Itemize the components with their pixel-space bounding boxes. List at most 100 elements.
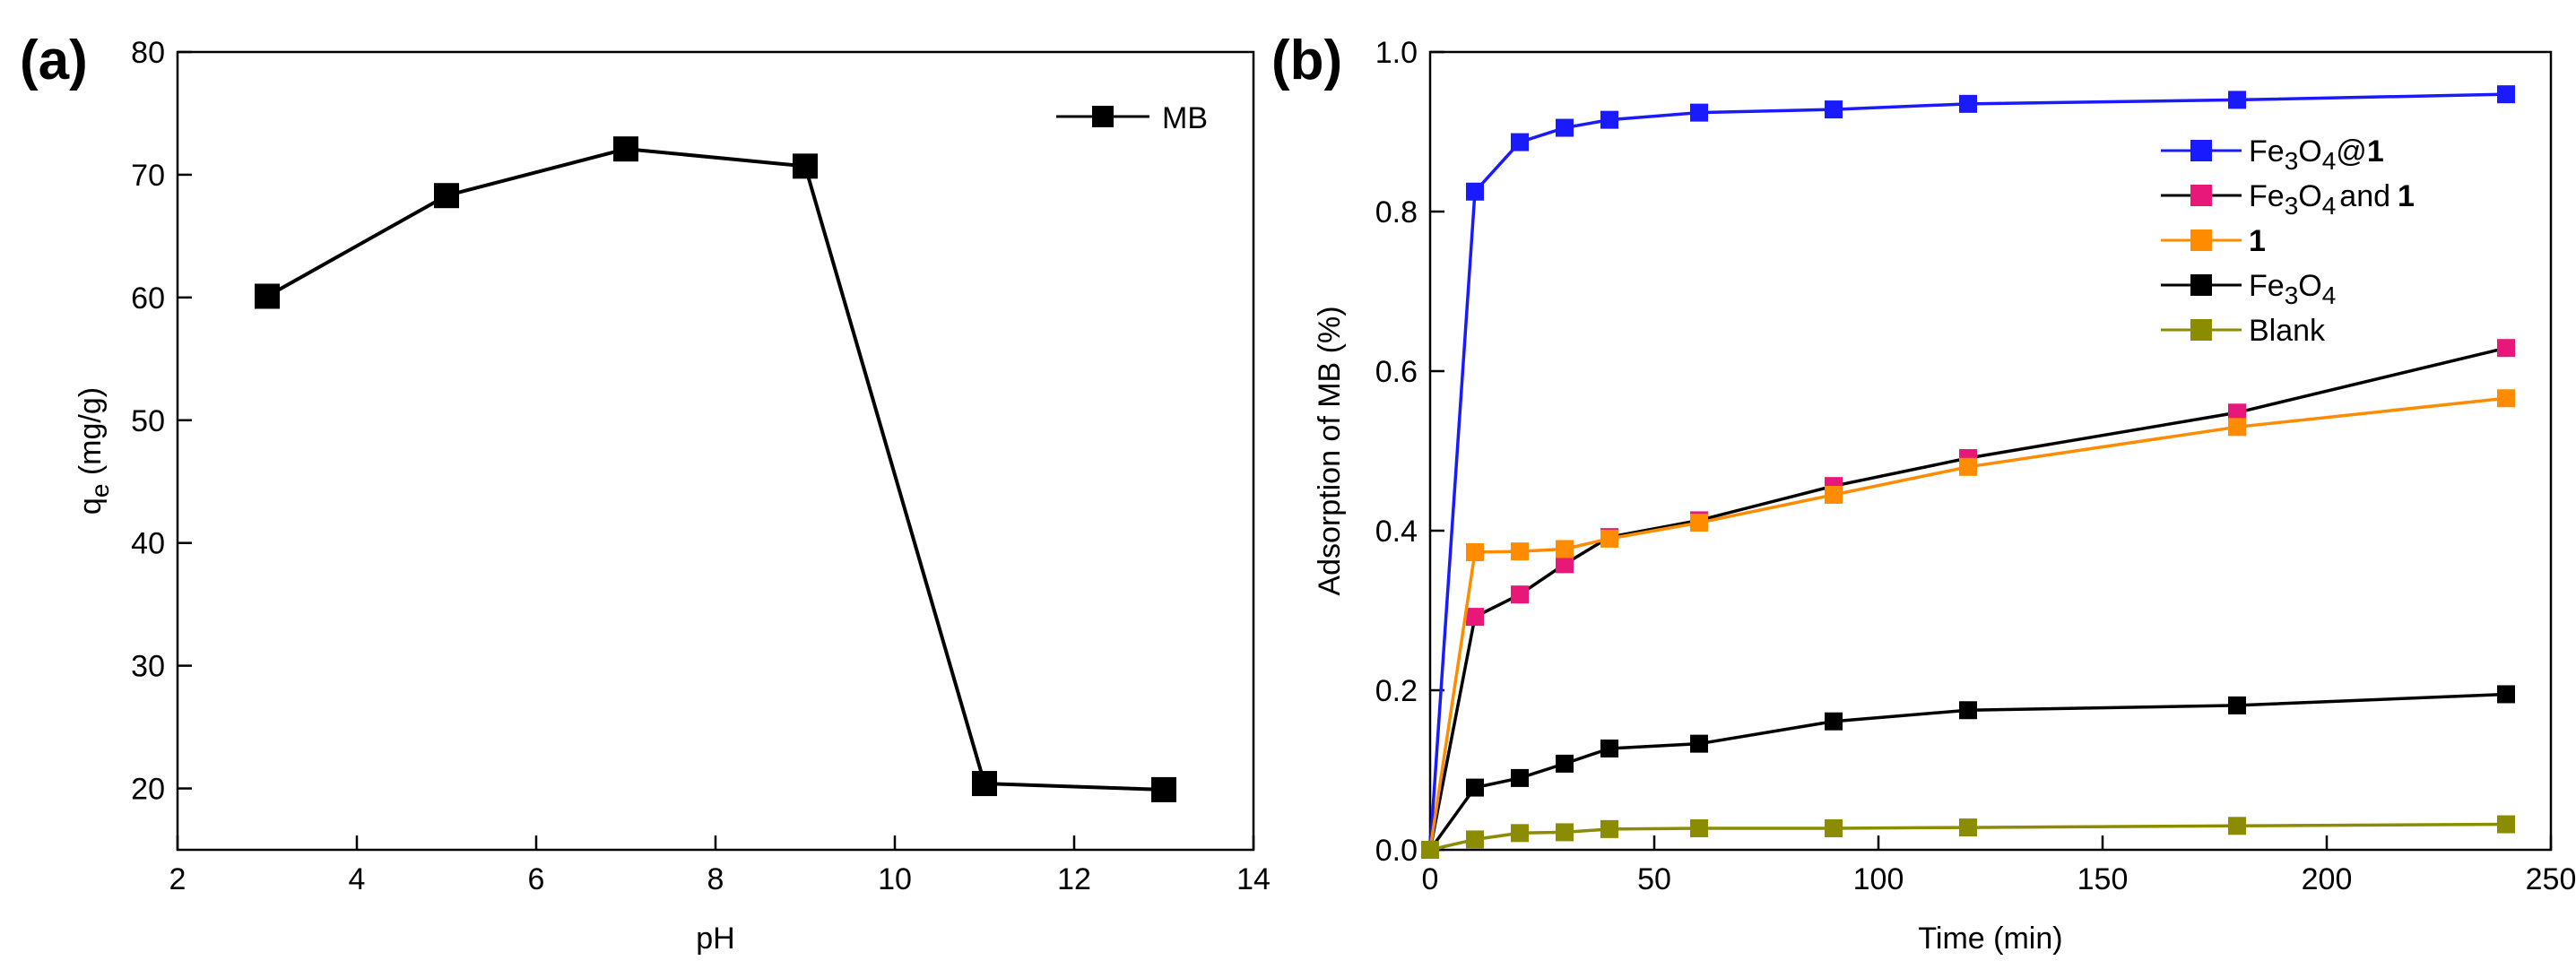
data-point-1 xyxy=(1466,543,1484,562)
data-point-fe3o4 xyxy=(2497,685,2515,704)
panel-b-y-axis-title: Adsorption of MB (%) xyxy=(1313,306,1347,595)
data-point-fe3o4-1 xyxy=(1825,100,1843,119)
data-point-mb xyxy=(613,136,638,162)
panel-b-label: (b) xyxy=(1271,30,1342,91)
y-tick-label: 40 xyxy=(131,527,165,561)
panel-a-x-ticks: 2 4 6 8 10 12 14 xyxy=(169,835,1271,896)
x-tick-label: 250 xyxy=(2526,862,2576,896)
y-tick-label: 30 xyxy=(131,650,165,684)
x-tick-label: 6 xyxy=(528,862,545,896)
data-point-1 xyxy=(1690,514,1708,532)
x-tick-label: 150 xyxy=(2077,862,2129,896)
y-tick-label: 0.2 xyxy=(1375,674,1418,708)
legend-marker-1 xyxy=(2190,229,2212,251)
data-point-fe3o4-1 xyxy=(1690,103,1708,122)
data-point-1 xyxy=(2228,418,2246,437)
data-point-fe3o4-and-1 xyxy=(2497,339,2515,358)
data-point-mb xyxy=(434,183,459,209)
legend-fe-text: Fe xyxy=(2249,134,2285,169)
data-point-fe3o4-1 xyxy=(1959,94,1977,113)
legend-marker-fe3o4-at-1 xyxy=(2190,140,2212,161)
data-point-blank xyxy=(1511,824,1529,843)
legend-sub-4: 4 xyxy=(2322,192,2337,220)
data-point-blank xyxy=(1466,830,1484,849)
data-point-blank xyxy=(1825,818,1843,837)
x-tick-label: 10 xyxy=(878,862,912,896)
panel-a-series xyxy=(255,136,1176,802)
series-line-1 xyxy=(1428,396,2507,851)
panel-a-y-axis-sub: e xyxy=(86,484,114,498)
legend-fe-text: Fe xyxy=(2249,269,2285,303)
x-tick-label: 14 xyxy=(1236,862,1271,896)
data-point-blank xyxy=(1556,823,1574,842)
panel-a-y-ticks: 20 30 40 50 60 70 80 xyxy=(131,36,192,807)
y-tick-label: 60 xyxy=(131,281,165,316)
panel-a-legend: MB xyxy=(1056,101,1208,135)
legend-label-1: 1 xyxy=(2249,224,2266,258)
panel-b-y-ticks: 0.0 0.2 0.4 0.6 0.8 1.0 xyxy=(1375,36,1444,868)
legend-bold-1: 1 xyxy=(2398,179,2415,213)
legend-marker-blank xyxy=(2190,319,2212,341)
panel-a-x-axis-title: pH xyxy=(696,922,734,956)
data-point-blank xyxy=(1421,841,1439,859)
data-point-mb xyxy=(1151,776,1176,802)
data-point-1 xyxy=(1600,529,1618,548)
panel-b-series xyxy=(1421,85,2515,859)
x-tick-label: 2 xyxy=(169,862,186,896)
data-point-fe3o4 xyxy=(1959,701,1977,720)
legend-sub-4: 4 xyxy=(2322,281,2337,309)
data-point-fe3o4-1 xyxy=(1466,182,1484,201)
panel-b-legend: Fe3O4@1 Fe3O4 and 1 1 Fe3O4 Blank xyxy=(2161,134,2415,348)
legend-sub-3: 3 xyxy=(2285,192,2299,220)
data-point-fe3o4 xyxy=(1825,712,1843,731)
legend-o-text: O xyxy=(2298,269,2321,303)
data-point-fe3o4 xyxy=(1690,734,1708,753)
y-tick-label: 0.4 xyxy=(1375,515,1418,549)
panel-b-x-axis-title: Time (min) xyxy=(1918,922,2062,956)
legend-marker-fe3o4-and-1 xyxy=(2190,185,2212,206)
data-point-1 xyxy=(2497,389,2515,408)
legend-bold-1: 1 xyxy=(2367,134,2384,169)
panel-b-plot-frame xyxy=(1428,50,2553,852)
data-point-mb xyxy=(255,283,280,309)
x-tick-label: 50 xyxy=(1637,862,1671,896)
legend-label-mb: MB xyxy=(1162,101,1208,135)
x-tick-label: 200 xyxy=(2302,862,2353,896)
panel-b-x-ticks: 0 50 100 150 200 250 xyxy=(1422,835,2576,896)
y-tick-label: 70 xyxy=(131,159,165,193)
data-point-mb xyxy=(972,771,997,797)
data-point-fe3o4 xyxy=(1466,778,1484,797)
y-tick-label: 50 xyxy=(131,404,165,438)
y-tick-label: 0.8 xyxy=(1375,195,1418,229)
data-point-fe3o4-1 xyxy=(1600,110,1618,129)
legend-o-text: O xyxy=(2298,134,2321,169)
panel-a-plot-frame xyxy=(176,50,1255,852)
data-point-1 xyxy=(1825,485,1843,504)
x-tick-label: 8 xyxy=(707,862,724,896)
panel-a-y-axis-unit: (mg/g) xyxy=(74,387,108,484)
y-tick-label: 1.0 xyxy=(1375,36,1418,70)
legend-and-text: and xyxy=(2339,179,2390,213)
data-point-fe3o4-1 xyxy=(1556,118,1574,137)
y-tick-label: 0.0 xyxy=(1375,834,1418,868)
x-tick-label: 4 xyxy=(349,862,366,896)
data-point-fe3o4-1 xyxy=(2228,91,2246,109)
legend-marker-mb xyxy=(1092,106,1114,127)
legend-at-text: @ xyxy=(2336,134,2367,169)
data-point-1 xyxy=(1959,457,1977,476)
y-tick-label: 20 xyxy=(131,773,165,807)
x-tick-label: 0 xyxy=(1422,862,1439,896)
series-line-mb xyxy=(266,147,1165,792)
data-point-fe3o4-and-1 xyxy=(1466,608,1484,627)
data-point-1 xyxy=(1556,540,1574,558)
x-tick-label: 12 xyxy=(1057,862,1091,896)
series-line-fe3o4 xyxy=(1428,692,2507,852)
legend-label-fe3o4-at-1: Fe3O4@1 xyxy=(2249,134,2384,175)
legend-label-fe3o4-and-1: Fe3O4 and 1 xyxy=(2249,179,2415,220)
data-point-fe3o4-1 xyxy=(2497,85,2515,104)
series-line-blank xyxy=(1429,822,2507,852)
panel-a-y-axis-q: q xyxy=(74,498,108,515)
legend-o-text: O xyxy=(2298,179,2321,213)
panel-a-y-axis-title: qe (mg/g) xyxy=(74,387,114,515)
data-point-fe3o4 xyxy=(1511,768,1529,787)
